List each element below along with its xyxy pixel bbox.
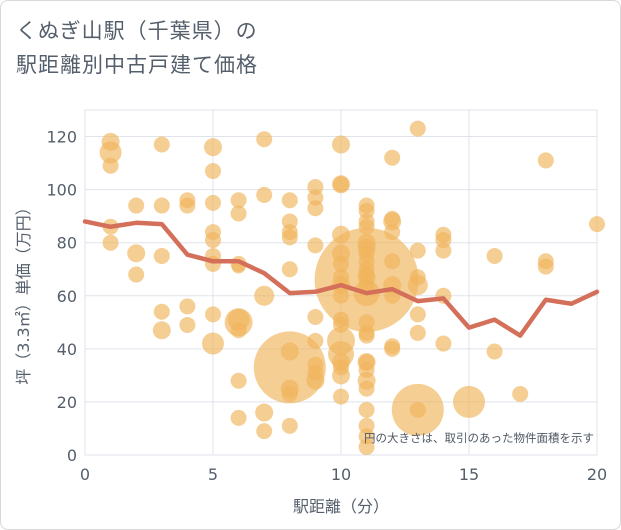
data-bubble — [230, 205, 247, 222]
data-bubble — [307, 332, 324, 349]
data-bubble — [179, 298, 196, 315]
x-tick-label: 0 — [80, 465, 90, 484]
data-bubble — [152, 321, 171, 340]
data-bubble — [256, 131, 273, 148]
data-bubble — [307, 237, 324, 254]
chart-title: くぬぎ山駅（千葉県）の 駅距離別中古戸建て価格 — [16, 14, 258, 82]
data-bubble — [306, 371, 325, 390]
data-bubble — [512, 385, 529, 402]
data-bubble — [589, 216, 605, 233]
data-bubble — [409, 242, 426, 259]
data-bubble — [537, 152, 554, 169]
trend-line-layer — [82, 219, 600, 338]
data-bubble — [332, 366, 350, 385]
data-bubble — [384, 253, 401, 270]
data-bubble — [281, 192, 298, 209]
data-bubble — [333, 176, 349, 193]
y-tick-label: 0 — [67, 446, 77, 465]
tick-layer: 0 5 10 15 20 0 20 40 60 80 100 120 — [46, 128, 607, 484]
bubble-layer — [99, 120, 605, 456]
data-bubble — [281, 229, 298, 246]
y-tick-label: 100 — [46, 181, 77, 200]
size-annotation: 円の大きさは、取引のあった物件面積を示す — [364, 431, 594, 445]
data-bubble — [409, 401, 426, 418]
y-tick-label: 40 — [57, 340, 77, 359]
data-bubble — [230, 372, 247, 389]
data-bubble — [409, 120, 426, 137]
title-line-2: 駅距離別中古戸建て価格 — [16, 53, 258, 77]
data-bubble — [230, 192, 247, 209]
x-axis-label: 駅距離（分） — [293, 497, 389, 516]
data-bubble — [202, 332, 224, 355]
data-bubble — [102, 157, 119, 174]
data-bubble — [384, 340, 401, 357]
data-bubble — [153, 303, 170, 320]
data-bubble — [358, 401, 375, 418]
data-bubble — [127, 244, 146, 263]
data-bubble — [179, 197, 196, 214]
data-bubble — [255, 403, 274, 422]
data-bubble — [128, 197, 145, 214]
data-bubble — [307, 309, 324, 325]
data-bubble — [333, 388, 349, 405]
data-bubble — [102, 234, 119, 251]
y-tick-label: 20 — [57, 393, 77, 412]
x-tick-label: 20 — [587, 465, 607, 484]
x-tick-label: 10 — [331, 465, 351, 484]
x-tick-label: 15 — [459, 465, 479, 484]
data-bubble — [281, 261, 298, 278]
data-bubble — [179, 316, 196, 333]
data-bubble — [128, 266, 145, 283]
data-bubble — [358, 380, 375, 397]
y-axis-label: 坪（3.3㎡）単価（万円） — [14, 199, 33, 384]
data-bubble — [205, 163, 221, 180]
y-tick-label: 80 — [57, 234, 77, 253]
data-bubble — [256, 186, 273, 203]
x-tick-label: 5 — [208, 465, 218, 484]
data-bubble — [332, 135, 350, 154]
data-bubble — [384, 224, 401, 241]
data-bubble — [230, 322, 247, 339]
data-bubble — [153, 197, 170, 214]
data-bubble — [307, 200, 324, 217]
data-bubble — [153, 136, 170, 153]
data-bubble — [205, 306, 221, 323]
data-bubble — [281, 385, 298, 402]
data-bubble — [153, 247, 170, 264]
data-bubble — [204, 138, 222, 157]
data-bubble — [435, 335, 452, 352]
data-bubble — [407, 275, 428, 296]
data-bubble — [205, 194, 221, 211]
data-bubble — [409, 324, 426, 341]
data-bubble — [384, 149, 401, 166]
title-line-1: くぬぎ山駅（千葉県）の — [16, 19, 258, 43]
data-bubble — [230, 409, 247, 426]
average-price-line — [82, 219, 600, 338]
data-bubble — [537, 258, 554, 275]
data-bubble — [358, 439, 375, 456]
y-tick-label: 120 — [46, 128, 77, 147]
data-bubble — [435, 242, 452, 259]
data-bubble — [486, 343, 503, 360]
data-bubble — [205, 232, 221, 249]
data-bubble — [358, 327, 375, 344]
data-bubble — [486, 247, 503, 264]
y-tick-label: 60 — [57, 287, 77, 306]
data-bubble — [281, 417, 298, 434]
data-bubble — [409, 306, 426, 323]
data-bubble — [256, 423, 273, 440]
data-bubble — [254, 285, 275, 306]
data-bubble — [453, 385, 485, 418]
data-bubble — [99, 141, 122, 164]
